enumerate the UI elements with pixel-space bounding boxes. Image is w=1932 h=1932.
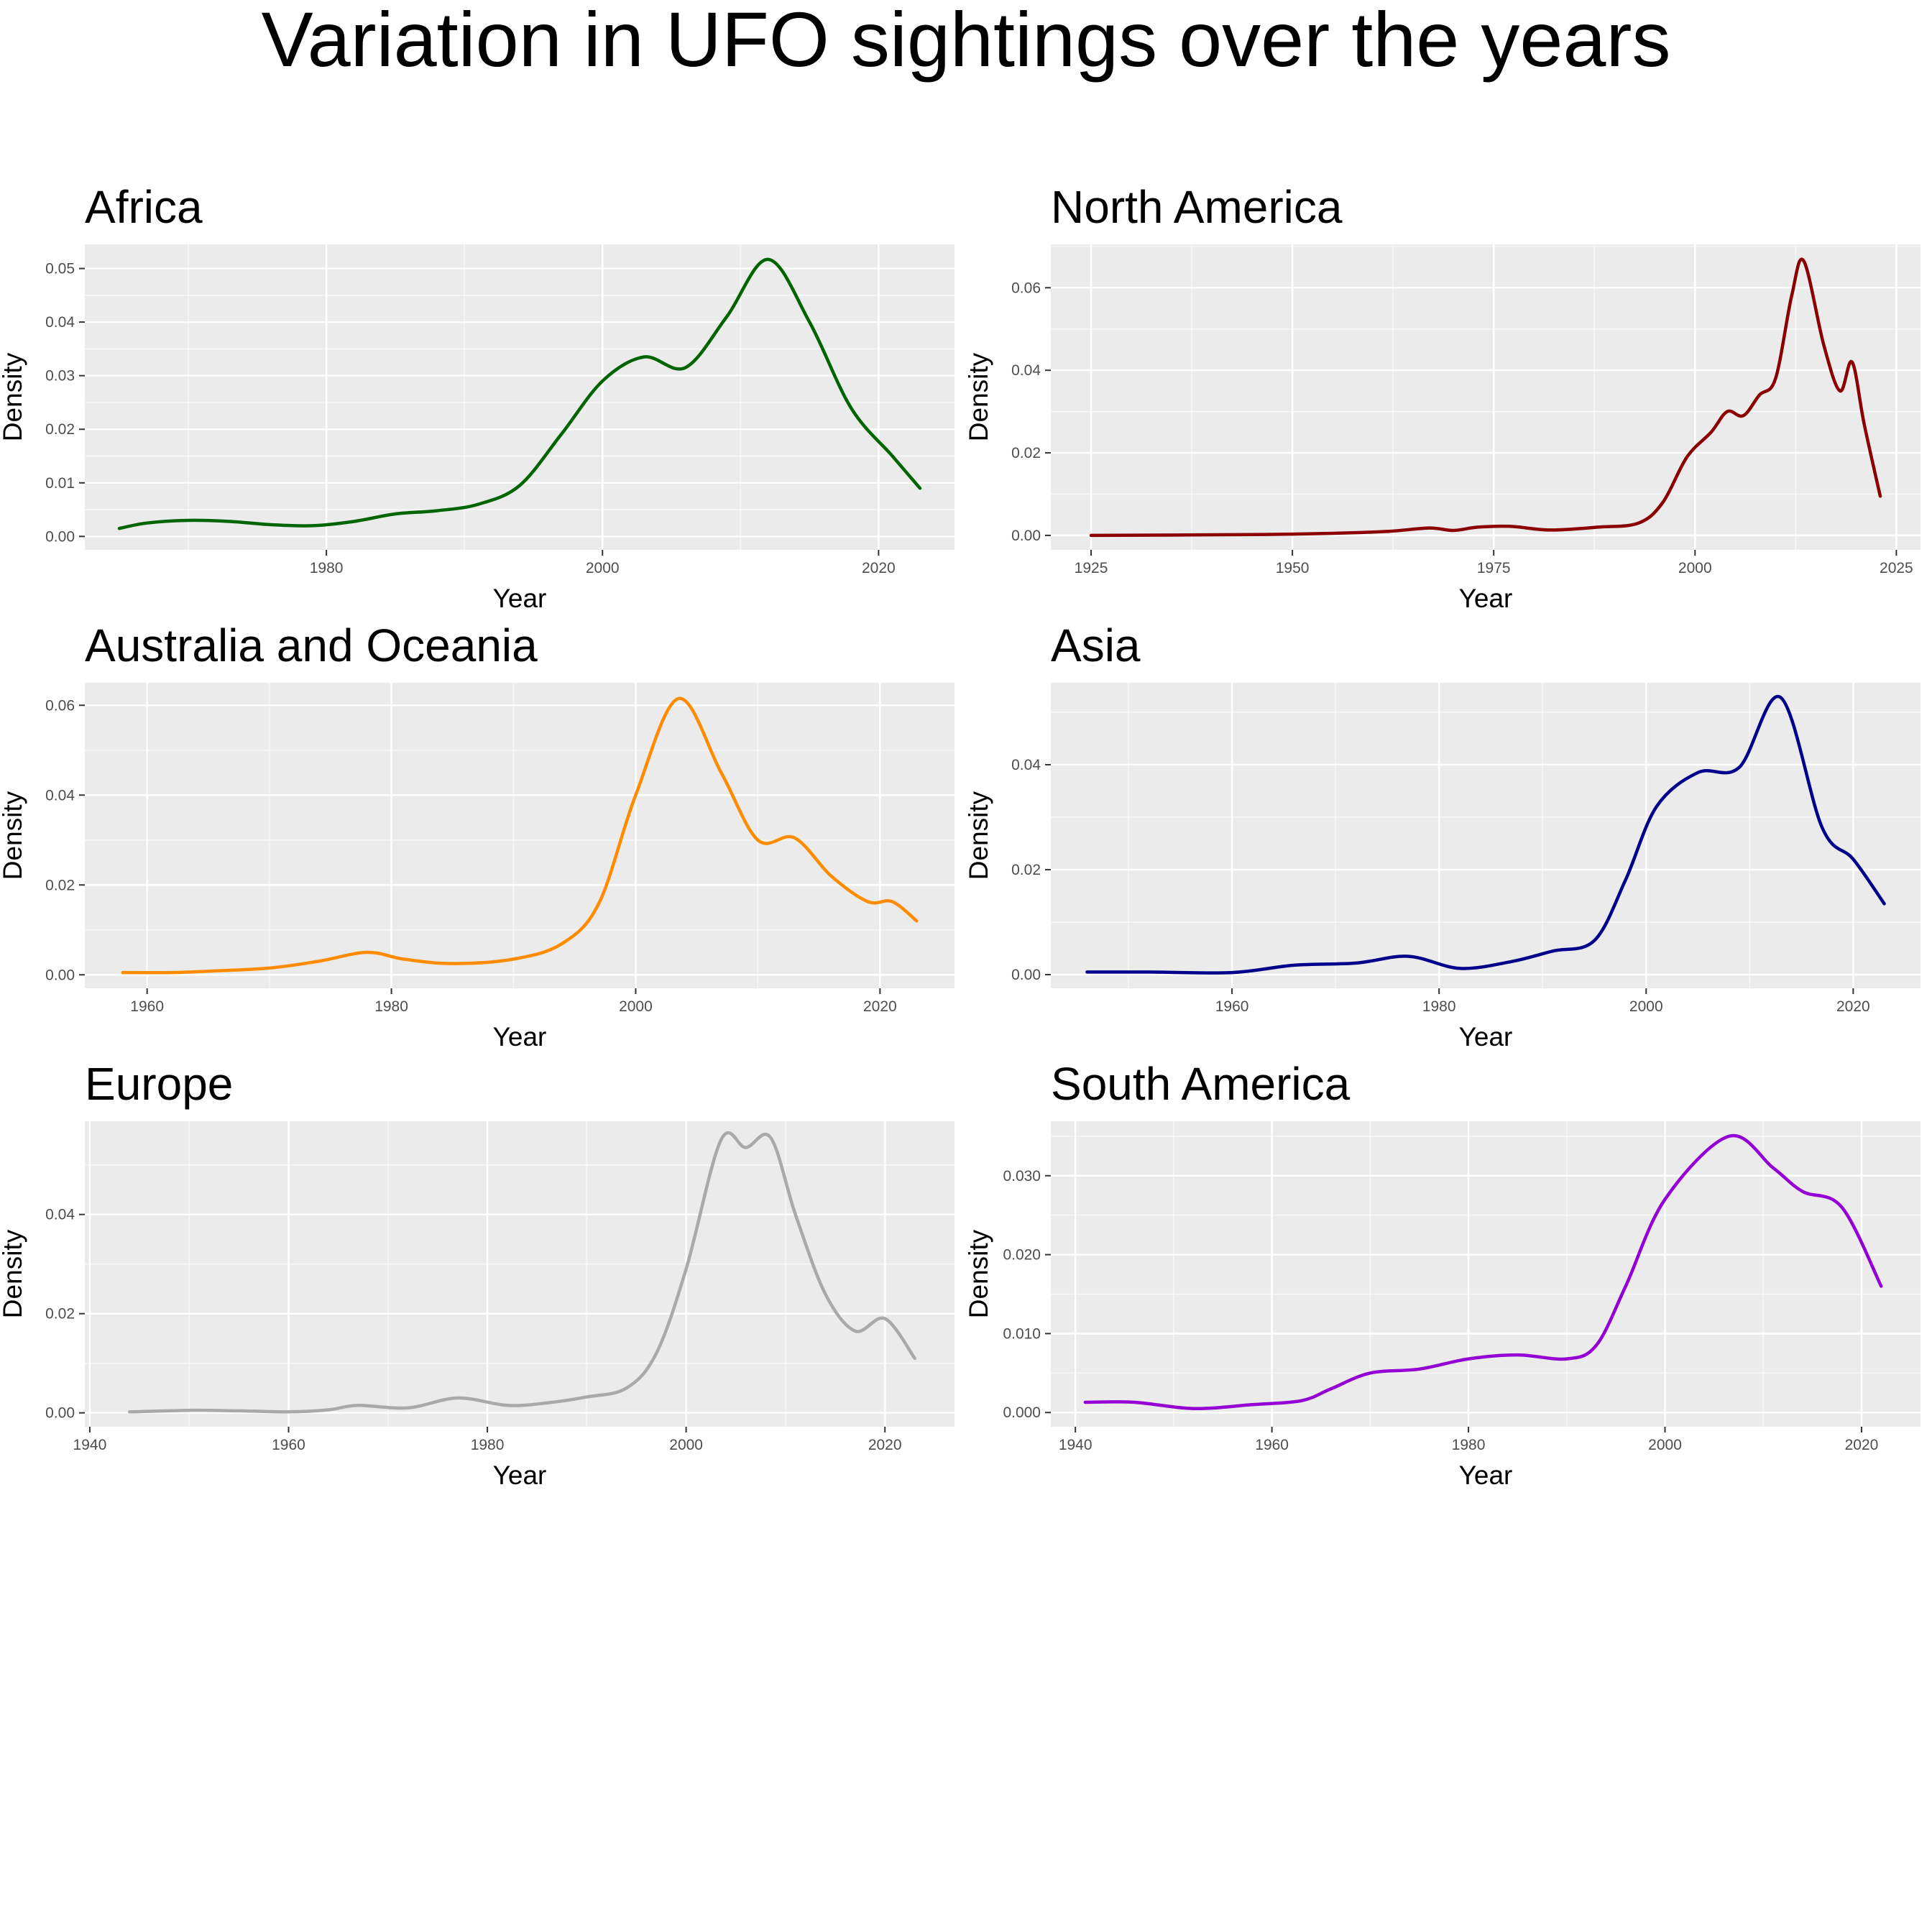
chart-north-america: 1925 1950 1975 2000 2025 0.00 0.02 0.04 0.06 Nort… xyxy=(964,181,1920,613)
series-line xyxy=(117,257,922,530)
series-line xyxy=(127,1131,916,1414)
x-tick-label: 1960 xyxy=(272,1437,305,1453)
x-tick-label: 2000 xyxy=(619,998,653,1015)
series-line xyxy=(1085,694,1886,975)
x-tick-label: 1940 xyxy=(73,1437,107,1453)
x-tick-label: 2000 xyxy=(1648,1437,1682,1453)
y-tick-label: 0.04 xyxy=(45,787,75,804)
series-line xyxy=(1083,1133,1883,1410)
y-axis-label: Density xyxy=(964,352,993,441)
y-tick-label: 0.000 xyxy=(1003,1404,1041,1421)
series-line xyxy=(1089,257,1882,538)
chart-africa: 1980 2000 2020 0.00 0.01 0.02 0.03 0.04 0.05 Afri… xyxy=(0,181,954,613)
x-tick-label: 1980 xyxy=(310,560,344,576)
x-tick-label: 2000 xyxy=(1678,560,1712,576)
x-tick-label: 1950 xyxy=(1276,560,1310,576)
x-tick-label: 1980 xyxy=(374,998,408,1015)
x-tick-label: 1960 xyxy=(1255,1437,1289,1453)
y-tick-label: 0.04 xyxy=(45,1207,75,1223)
x-axis-label: Year xyxy=(1459,1460,1513,1490)
x-axis-label: Year xyxy=(1459,584,1513,613)
chart-asia: 1960 1980 2000 2020 0.00 0.02 0.04 Asia Year Dens… xyxy=(964,620,1920,1052)
x-tick-label: 1980 xyxy=(471,1437,505,1453)
y-tick-label: 0.02 xyxy=(45,1306,75,1322)
y-axis-label: Density xyxy=(0,352,27,441)
facet-title: Africa xyxy=(85,181,203,233)
chart-south-america: 1940 1960 1980 2000 2020 0.000 0.010 0.020 0.030… xyxy=(964,1058,1920,1490)
y-tick-label: 0.030 xyxy=(1003,1168,1041,1184)
y-axis-label: Density xyxy=(0,1229,27,1318)
facet-title: Europe xyxy=(85,1058,233,1110)
x-tick-label: 1925 xyxy=(1075,560,1108,576)
x-tick-label: 2020 xyxy=(1836,998,1870,1015)
facet-title: Asia xyxy=(1051,620,1141,671)
y-tick-label: 0.02 xyxy=(45,421,75,438)
x-tick-label: 1960 xyxy=(1215,998,1249,1015)
y-tick-label: 0.02 xyxy=(1011,445,1041,461)
y-tick-label: 0.05 xyxy=(45,261,75,277)
x-tick-label: 2000 xyxy=(669,1437,703,1453)
y-tick-label: 0.00 xyxy=(1011,528,1041,544)
y-axis-label: Density xyxy=(964,1229,993,1318)
facet-title: North America xyxy=(1051,181,1343,233)
y-tick-label: 0.00 xyxy=(45,1405,75,1422)
x-tick-label: 2025 xyxy=(1880,560,1913,576)
y-tick-label: 0.010 xyxy=(1003,1325,1041,1342)
y-tick-label: 0.00 xyxy=(45,967,75,983)
y-tick-label: 0.04 xyxy=(1011,757,1041,773)
series-line xyxy=(121,696,919,975)
x-axis-label: Year xyxy=(493,584,547,613)
y-tick-label: 0.02 xyxy=(1011,862,1041,878)
x-tick-label: 1975 xyxy=(1477,560,1511,576)
y-tick-label: 0.020 xyxy=(1003,1247,1041,1264)
x-tick-label: 2020 xyxy=(868,1437,902,1453)
panel-background xyxy=(85,1121,954,1427)
y-tick-label: 0.00 xyxy=(1011,967,1041,983)
y-axis-label: Density xyxy=(964,791,993,880)
x-axis-label: Year xyxy=(493,1460,547,1490)
x-tick-label: 2020 xyxy=(1845,1437,1879,1453)
panel-background xyxy=(85,683,954,988)
y-tick-label: 0.01 xyxy=(45,475,75,492)
y-tick-label: 0.00 xyxy=(45,528,75,545)
y-tick-label: 0.02 xyxy=(45,877,75,893)
y-tick-label: 0.04 xyxy=(1011,362,1041,379)
x-tick-label: 2020 xyxy=(862,560,896,576)
x-axis-label: Year xyxy=(493,1022,547,1052)
x-tick-label: 2000 xyxy=(1629,998,1663,1015)
x-tick-label: 2000 xyxy=(586,560,620,576)
chart-europe: 1940 1960 1980 2000 2020 0.00 0.02 0.04 Europe Ye… xyxy=(0,1058,954,1490)
y-tick-label: 0.06 xyxy=(1011,280,1041,296)
panel-background xyxy=(1051,1121,1920,1427)
x-tick-label: 1960 xyxy=(130,998,164,1015)
y-tick-label: 0.03 xyxy=(45,368,75,385)
chart-australia-and-oceania: 1960 1980 2000 2020 0.00 0.02 0.04 0.06 Australi… xyxy=(0,620,954,1052)
panel-background xyxy=(1051,244,1920,550)
y-tick-label: 0.04 xyxy=(45,314,75,331)
x-tick-label: 2020 xyxy=(863,998,897,1015)
facet-title: South America xyxy=(1051,1058,1351,1110)
x-axis-label: Year xyxy=(1459,1022,1513,1052)
facet-title: Australia and Oceania xyxy=(85,620,538,671)
page-title: Variation in UFO sightings over the year… xyxy=(261,0,1671,83)
y-tick-label: 0.06 xyxy=(45,697,75,714)
panel-background xyxy=(1051,683,1920,988)
panel-background xyxy=(85,244,954,550)
x-tick-label: 1980 xyxy=(1422,998,1456,1015)
x-tick-label: 1980 xyxy=(1452,1437,1486,1453)
x-tick-label: 1940 xyxy=(1059,1437,1092,1453)
y-axis-label: Density xyxy=(0,791,27,880)
